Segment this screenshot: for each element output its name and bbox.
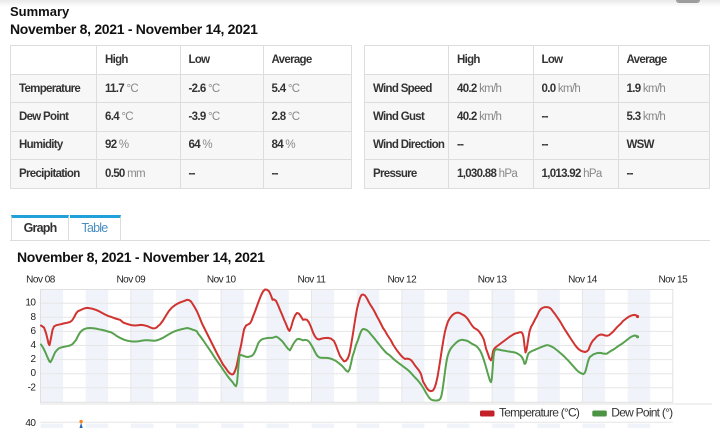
svg-text:-2: -2 [28, 382, 37, 393]
svg-text:8: 8 [30, 312, 36, 323]
svg-text:Nov 14: Nov 14 [568, 275, 598, 286]
svg-text:6: 6 [30, 326, 36, 337]
svg-text:10: 10 [25, 298, 36, 309]
svg-text:Nov 09: Nov 09 [116, 275, 146, 286]
svg-text:Nov 08: Nov 08 [26, 275, 56, 286]
svg-text:2: 2 [30, 354, 36, 365]
svg-text:40: 40 [25, 418, 36, 428]
svg-text:4: 4 [30, 340, 36, 351]
svg-text:Nov 15: Nov 15 [658, 275, 688, 286]
svg-text:Nov 10: Nov 10 [207, 275, 237, 286]
svg-text:0: 0 [30, 368, 36, 379]
svg-text:Nov 11: Nov 11 [298, 275, 327, 286]
svg-text:Temperature (°C): Temperature (°C) [499, 406, 580, 420]
svg-text:Nov 13: Nov 13 [478, 275, 508, 286]
svg-text:Nov 12: Nov 12 [387, 275, 417, 286]
svg-text:Dew Point (°): Dew Point (°) [611, 406, 673, 420]
